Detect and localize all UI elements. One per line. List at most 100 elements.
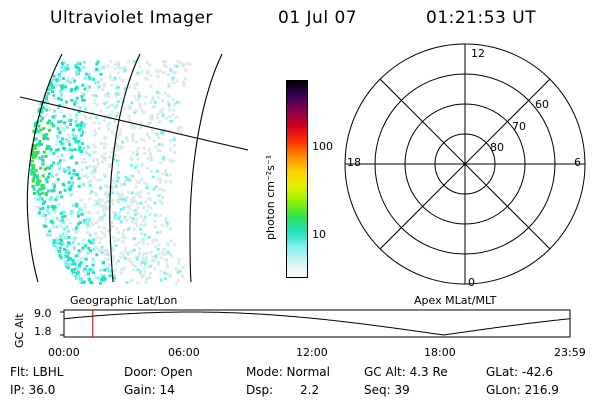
- aurora-pixel: [94, 199, 98, 203]
- aurora-pixel: [73, 273, 77, 277]
- aurora-pixel: [97, 198, 101, 201]
- aurora-pixel: [111, 185, 115, 189]
- aurora-pixel: [143, 152, 147, 155]
- aurora-pixel: [182, 63, 186, 67]
- aurora-pixel: [57, 218, 60, 222]
- aurora-pixel: [103, 174, 107, 178]
- aurora-pixel: [111, 247, 115, 251]
- aurora-pixel: [117, 66, 121, 70]
- aurora-pixel: [71, 259, 75, 263]
- aurora-pixel: [58, 159, 62, 163]
- aurora-pixel: [111, 157, 115, 161]
- aurora-pixel: [32, 156, 35, 159]
- aurora-pixel: [44, 225, 48, 228]
- aurora-pixel: [49, 83, 52, 87]
- aurora-pixel: [94, 169, 98, 173]
- geo-grid-line: [19, 96, 249, 151]
- aurora-pixel: [113, 67, 117, 71]
- aurora-pixel: [105, 207, 109, 211]
- aurora-pixel: [80, 121, 84, 125]
- aurora-pixel: [94, 238, 98, 242]
- aurora-pixel: [52, 207, 56, 211]
- aurora-pixel: [169, 139, 173, 143]
- aurora-pixel: [92, 121, 96, 125]
- aurora-pixel: [91, 93, 95, 97]
- aurora-pixel: [41, 106, 45, 110]
- aurora-pixel: [72, 268, 76, 272]
- aurora-pixel: [76, 211, 80, 215]
- aurora-pixel: [121, 79, 125, 82]
- aurora-pixel: [110, 83, 114, 87]
- aurora-pixel: [87, 239, 91, 243]
- aurora-pixel: [135, 82, 139, 86]
- aurora-pixel: [80, 127, 84, 131]
- aurora-pixel: [145, 60, 149, 64]
- aurora-pixel: [41, 116, 45, 120]
- aurora-pixel: [108, 155, 112, 159]
- aurora-pixel: [123, 256, 127, 260]
- aurora-pixel: [117, 217, 120, 221]
- aurora-pixel: [63, 254, 67, 258]
- aurora-pixel: [88, 184, 92, 187]
- aurora-pixel: [89, 280, 93, 284]
- aurora-pixel: [31, 148, 34, 152]
- aurora-pixel: [59, 140, 62, 144]
- aurora-pixel: [41, 174, 45, 178]
- aurora-pixel: [110, 188, 114, 192]
- aurora-pixel: [67, 184, 71, 188]
- aurora-pixel: [99, 187, 103, 191]
- aurora-pixel: [133, 199, 137, 203]
- aurora-pixel: [151, 175, 155, 179]
- aurora-pixel: [39, 128, 43, 132]
- aurora-pixel: [118, 255, 122, 259]
- aurora-pixel: [169, 68, 173, 72]
- aurora-pixel: [168, 129, 172, 133]
- aurora-pixel: [143, 269, 147, 273]
- aurora-pixel: [74, 230, 78, 234]
- aurora-pixel: [127, 191, 131, 194]
- aurora-pixel: [103, 209, 106, 213]
- aurora-pixel: [142, 206, 146, 210]
- timeline-xtick-4: 23:59: [554, 346, 586, 359]
- aurora-pixel: [32, 175, 36, 179]
- aurora-pixel: [117, 194, 121, 198]
- aurora-pixel: [72, 173, 76, 176]
- aurora-pixel: [43, 214, 47, 217]
- aurora-pixel: [108, 73, 112, 77]
- aurora-pixel: [60, 153, 64, 157]
- aurora-pixel: [64, 254, 68, 258]
- aurora-pixel: [61, 146, 65, 150]
- aurora-pixel: [79, 277, 83, 281]
- aurora-pixel: [55, 240, 59, 244]
- aurora-pixel: [113, 120, 117, 123]
- aurora-pixel: [34, 169, 38, 173]
- aurora-pixel: [96, 202, 100, 205]
- aurora-pixel: [37, 143, 41, 147]
- aurora-pixel: [44, 133, 48, 136]
- aurora-pixel: [105, 191, 109, 195]
- aurora-pixel: [64, 236, 68, 240]
- aurora-pixel: [57, 191, 61, 195]
- aurora-pixel: [101, 65, 105, 69]
- aurora-pixel: [103, 115, 107, 119]
- aurora-pixel: [32, 129, 36, 133]
- aurora-pixel: [123, 215, 127, 219]
- aurora-pixel: [49, 148, 53, 152]
- aurora-pixel: [124, 175, 128, 179]
- aurora-pixel: [61, 240, 65, 244]
- aurora-pixel: [118, 193, 122, 197]
- aurora-pixel: [117, 85, 121, 89]
- aurora-pixel: [151, 105, 155, 109]
- aurora-pixel: [72, 128, 75, 132]
- aurora-pixel: [73, 87, 77, 91]
- aurora-pixel: [143, 233, 147, 237]
- aurora-pixel: [148, 116, 152, 120]
- aurora-pixel: [134, 243, 138, 247]
- aurora-pixel: [31, 166, 35, 170]
- aurora-pixel: [105, 100, 109, 104]
- aurora-pixel: [139, 201, 143, 205]
- aurora-pixel: [79, 257, 83, 261]
- aurora-pixel: [69, 257, 73, 261]
- aurora-pixel: [117, 71, 121, 75]
- aurora-pixel: [75, 202, 79, 206]
